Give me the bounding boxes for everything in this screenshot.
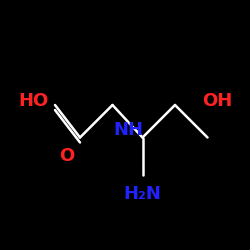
Text: H₂N: H₂N (124, 185, 162, 203)
Text: O: O (58, 147, 74, 165)
Text: OH: OH (202, 92, 232, 110)
Text: NH: NH (113, 121, 143, 139)
Text: HO: HO (18, 92, 49, 110)
